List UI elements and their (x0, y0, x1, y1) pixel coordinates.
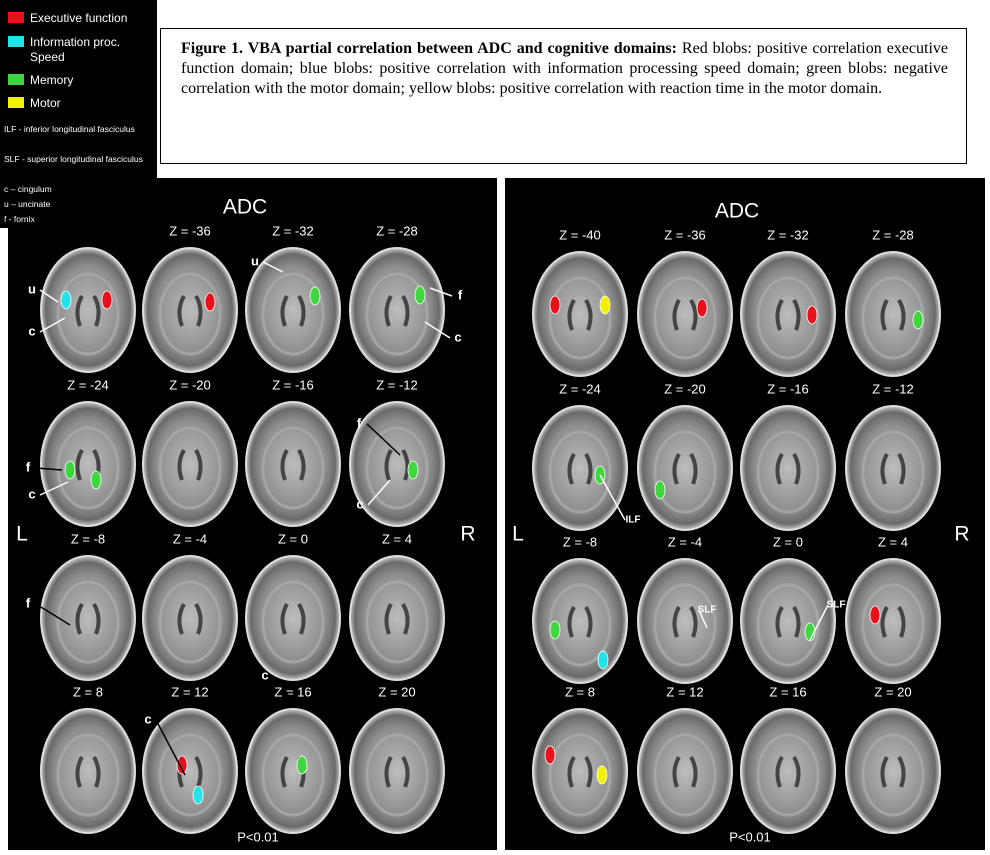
legend-label: Executive function (8, 11, 153, 26)
annotation-label: f (26, 595, 31, 610)
slice-label: Z = -12 (376, 377, 418, 392)
slice-label: Z = -20 (664, 381, 706, 396)
panel-title: ADC (715, 200, 759, 223)
slice-label: Z = 12 (666, 684, 703, 699)
slice-label: Z = 0 (773, 534, 803, 549)
slice-label: Z = -24 (559, 381, 601, 396)
annotation-label: u (251, 253, 259, 268)
legend-label: Memory (8, 73, 153, 88)
abbreviation: SLF - superior longitudinal fasciculus (4, 152, 154, 167)
blob (177, 756, 187, 774)
legend-swatch (8, 97, 24, 108)
annotation-label: c (454, 329, 461, 344)
blob (193, 786, 203, 804)
annotation-label: f (26, 459, 31, 474)
blob (415, 286, 425, 304)
blob (550, 296, 560, 314)
annotation-label: f (357, 415, 362, 430)
slice-label: Z = -8 (71, 531, 105, 546)
annotation-label: c (28, 486, 35, 501)
slice-label: Z = 8 (565, 684, 595, 699)
side-label: R (460, 523, 475, 546)
slice-label: Z = -28 (376, 223, 418, 238)
slice-label: Z = 0 (278, 531, 308, 546)
blob (408, 461, 418, 479)
annotation-label: c (261, 667, 268, 682)
legend-label: Motor (8, 96, 153, 111)
annotation-label: f (458, 287, 463, 302)
caption-bold: Figure 1. VBA partial correlation betwee… (181, 40, 677, 57)
blob (205, 293, 215, 311)
blob (550, 621, 560, 639)
annotation-label: c (144, 711, 151, 726)
annotation-label: ILF (626, 515, 641, 526)
abbreviation: c – cingulum (4, 182, 154, 197)
side-label: R (954, 523, 969, 546)
slice-label: Z = 20 (874, 684, 911, 699)
panel-title: ADC (223, 196, 267, 219)
side-label: L (512, 523, 524, 546)
blob (297, 756, 307, 774)
slice-label: Z = -12 (872, 381, 914, 396)
slice-label: Z = -28 (872, 227, 914, 242)
legend-label: Information proc. Speed (8, 35, 153, 65)
blob (310, 287, 320, 305)
legend-item: Motor (8, 96, 153, 111)
blob (597, 766, 607, 784)
blob (598, 651, 608, 669)
blob (913, 311, 923, 329)
legend-item: Executive function (8, 11, 153, 26)
slice-label: Z = -36 (169, 223, 211, 238)
legend-item: Information proc. Speed (8, 35, 153, 65)
slice-label: Z = -8 (563, 534, 597, 549)
annotation-label: SLF (698, 605, 717, 616)
legend: Executive function Information proc. Spee… (0, 0, 157, 228)
slice-label: Z = -20 (169, 377, 211, 392)
blob (870, 606, 880, 624)
slice-label: Z = -32 (272, 223, 314, 238)
blob (61, 291, 71, 309)
abbreviation: u – uncinate (4, 197, 154, 212)
side-label: L (16, 523, 28, 546)
slice-label: Z = 20 (378, 684, 415, 699)
blob (65, 461, 75, 479)
annotation-label: c (356, 496, 363, 511)
slice-label: Z = -16 (272, 377, 314, 392)
caption: Figure 1. VBA partial correlation betwee… (160, 28, 967, 164)
legend-item: Memory (8, 73, 153, 88)
p-value: P<0.01 (729, 829, 771, 844)
slice-label: Z = -40 (559, 227, 601, 242)
blob (655, 481, 665, 499)
slice-label: Z = 16 (769, 684, 806, 699)
slice-label: Z = 4 (382, 531, 412, 546)
blob (545, 746, 555, 764)
blob (697, 299, 707, 317)
legend-swatch (8, 36, 24, 47)
abbreviation: f - fornix (4, 212, 154, 227)
abbreviation: ILF - inferior longitudinal fasciculus (4, 122, 154, 137)
slice-label: Z = -32 (767, 227, 809, 242)
blob (600, 296, 610, 314)
legend-swatch (8, 74, 24, 85)
slice-label: Z = 16 (274, 684, 311, 699)
slice-label: Z = -4 (173, 531, 207, 546)
slice-label: Z = -36 (664, 227, 706, 242)
slice-label: Z = 4 (878, 534, 908, 549)
blob (91, 471, 101, 489)
slice-label: Z = -24 (67, 377, 109, 392)
slice-label: Z = -4 (668, 534, 702, 549)
page: AADCZ = -36Z = -32Z = -28Z = -24Z = -20Z… (0, 0, 990, 855)
annotation-label: c (28, 323, 35, 338)
legend-swatch (8, 12, 24, 23)
slice-label: Z = 8 (73, 684, 103, 699)
annotation-label: SLF (827, 600, 846, 611)
blob (807, 306, 817, 324)
p-value: P<0.01 (237, 829, 279, 844)
slice-label: Z = -16 (767, 381, 809, 396)
annotation-label: u (28, 281, 36, 296)
slice-label: Z = 12 (171, 684, 208, 699)
blob (102, 291, 112, 309)
